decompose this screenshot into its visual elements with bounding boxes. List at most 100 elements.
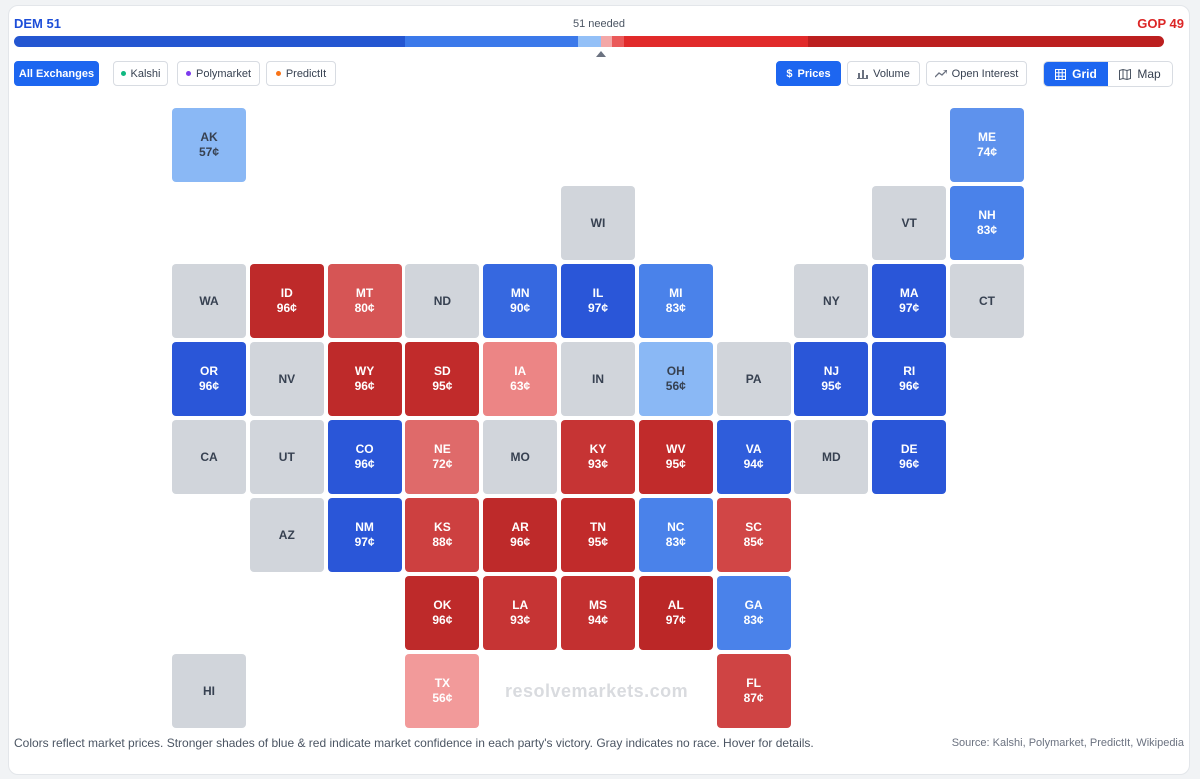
state-tile-wi[interactable]: WI <box>561 186 635 260</box>
state-price: 96¢ <box>432 613 453 627</box>
state-tile-sd[interactable]: SD 95¢ <box>405 342 480 416</box>
view-grid-label: Grid <box>1072 67 1097 81</box>
filter-kalshi-button[interactable]: Kalshi <box>113 61 168 86</box>
state-tile-fl[interactable]: FL 87¢ <box>716 654 791 728</box>
state-tile-oh[interactable]: OH 56¢ <box>638 342 713 416</box>
state-tile-ms[interactable]: MS 94¢ <box>561 576 635 650</box>
state-tile-il[interactable]: IL 97¢ <box>561 264 635 338</box>
view-map-label: Map <box>1137 67 1161 81</box>
state-tile-nc[interactable]: NC 83¢ <box>638 498 713 572</box>
state-tile-mn[interactable]: MN 90¢ <box>483 264 558 338</box>
state-tile-wa[interactable]: WA <box>172 264 246 338</box>
state-tile-ma[interactable]: MA 97¢ <box>872 264 947 338</box>
state-abbr: AZ <box>278 527 295 542</box>
filter-all-label: All Exchanges <box>18 67 95 80</box>
state-price: 96¢ <box>354 379 375 393</box>
state-tile-al[interactable]: AL 97¢ <box>638 576 713 650</box>
state-tile-wy[interactable]: WY 96¢ <box>327 342 402 416</box>
seat-balance-bar <box>14 36 1164 47</box>
state-abbr: OR <box>200 364 218 378</box>
state-abbr: IA <box>514 364 527 378</box>
state-tile-nm[interactable]: NM 97¢ <box>327 498 402 572</box>
state-tile-id[interactable]: ID 96¢ <box>249 264 324 338</box>
state-tile-wv[interactable]: WV 95¢ <box>638 420 713 494</box>
state-tile-ut[interactable]: UT <box>249 420 324 494</box>
state-tile-tx[interactable]: TX 56¢ <box>405 654 480 728</box>
state-tile-md[interactable]: MD <box>794 420 869 494</box>
filter-polymarket-button[interactable]: Polymarket <box>177 61 260 86</box>
state-tile-la[interactable]: LA 93¢ <box>483 576 558 650</box>
state-tile-in[interactable]: IN <box>561 342 635 416</box>
state-abbr: AL <box>667 598 684 612</box>
state-tile-me[interactable]: ME 74¢ <box>950 108 1024 182</box>
state-tile-ia[interactable]: IA 63¢ <box>483 342 558 416</box>
state-abbr: AR <box>511 520 529 534</box>
view-map-button[interactable]: Map <box>1108 62 1172 86</box>
state-tile-or[interactable]: OR 96¢ <box>172 342 246 416</box>
metric-volume-button[interactable]: Volume <box>847 61 920 86</box>
state-abbr: SD <box>434 364 451 378</box>
state-abbr: TN <box>590 520 606 534</box>
state-tile-tn[interactable]: TN 95¢ <box>561 498 635 572</box>
metric-prices-button[interactable]: $ Prices <box>776 61 841 86</box>
state-price: 94¢ <box>587 613 609 627</box>
state-tile-ar[interactable]: AR 96¢ <box>483 498 558 572</box>
seat-bar-segment <box>600 36 612 47</box>
filter-predictit-label: PredictIt <box>285 67 327 80</box>
metric-open-interest-label: Open Interest <box>951 67 1019 80</box>
state-tile-ri[interactable]: RI 96¢ <box>872 342 947 416</box>
state-tile-nd[interactable]: ND <box>405 264 480 338</box>
state-abbr: TX <box>434 676 451 690</box>
state-price: 56¢ <box>432 691 453 705</box>
state-price: 96¢ <box>276 301 297 315</box>
state-tile-ny[interactable]: NY <box>794 264 869 338</box>
state-abbr: GA <box>744 598 763 612</box>
view-toggle: Grid Map <box>1043 61 1173 87</box>
state-tile-sc[interactable]: SC 85¢ <box>716 498 791 572</box>
state-tile-ok[interactable]: OK 96¢ <box>405 576 480 650</box>
state-tile-nv[interactable]: NV <box>249 342 324 416</box>
state-tile-nh[interactable]: NH 83¢ <box>950 186 1024 260</box>
state-tile-hi[interactable]: HI <box>172 654 246 728</box>
metric-open-interest-button[interactable]: Open Interest <box>926 61 1027 86</box>
state-price: 97¢ <box>587 301 609 315</box>
state-abbr: MD <box>822 449 841 464</box>
state-abbr: WA <box>199 293 219 308</box>
state-price: 97¢ <box>354 535 375 549</box>
gop-seat-count: GOP 49 <box>1137 16 1184 31</box>
view-grid-button[interactable]: Grid <box>1044 62 1108 86</box>
state-tile-ak[interactable]: AK 57¢ <box>172 108 246 182</box>
state-tile-ks[interactable]: KS 88¢ <box>405 498 480 572</box>
state-tile-ct[interactable]: CT <box>950 264 1024 338</box>
state-tile-co[interactable]: CO 96¢ <box>327 420 402 494</box>
state-tile-ga[interactable]: GA 83¢ <box>716 576 791 650</box>
state-tile-de[interactable]: DE 96¢ <box>872 420 947 494</box>
state-abbr: FL <box>746 676 761 690</box>
state-tile-pa[interactable]: PA <box>716 342 791 416</box>
filter-predictit-button[interactable]: PredictIt <box>266 61 336 86</box>
state-abbr: MN <box>510 286 530 300</box>
seat-bar-segment <box>14 36 405 47</box>
state-tile-mo[interactable]: MO <box>483 420 558 494</box>
state-abbr: ID <box>280 286 293 300</box>
state-tile-mt[interactable]: MT 80¢ <box>327 264 402 338</box>
filter-all-exchanges-button[interactable]: All Exchanges <box>14 61 99 86</box>
state-tile-nj[interactable]: NJ 95¢ <box>794 342 869 416</box>
seat-bar-segment <box>807 36 1164 47</box>
state-tile-vt[interactable]: VT <box>872 186 947 260</box>
state-tile-ca[interactable]: CA <box>172 420 246 494</box>
state-abbr: NC <box>667 520 685 534</box>
state-abbr: NJ <box>823 364 840 378</box>
state-tile-az[interactable]: AZ <box>249 498 324 572</box>
state-tile-ky[interactable]: KY 93¢ <box>561 420 635 494</box>
seat-bar-segment <box>612 36 624 47</box>
state-abbr: NY <box>823 293 840 308</box>
state-tile-va[interactable]: VA 94¢ <box>716 420 791 494</box>
state-abbr: CA <box>200 449 218 464</box>
controls-row: All Exchanges Kalshi Polymarket PredictI… <box>14 61 1184 87</box>
state-tile-mi[interactable]: MI 83¢ <box>638 264 713 338</box>
state-abbr: KY <box>589 442 607 456</box>
state-tile-ne[interactable]: NE 72¢ <box>405 420 480 494</box>
state-price: 95¢ <box>432 379 453 393</box>
state-abbr: IN <box>592 371 604 386</box>
